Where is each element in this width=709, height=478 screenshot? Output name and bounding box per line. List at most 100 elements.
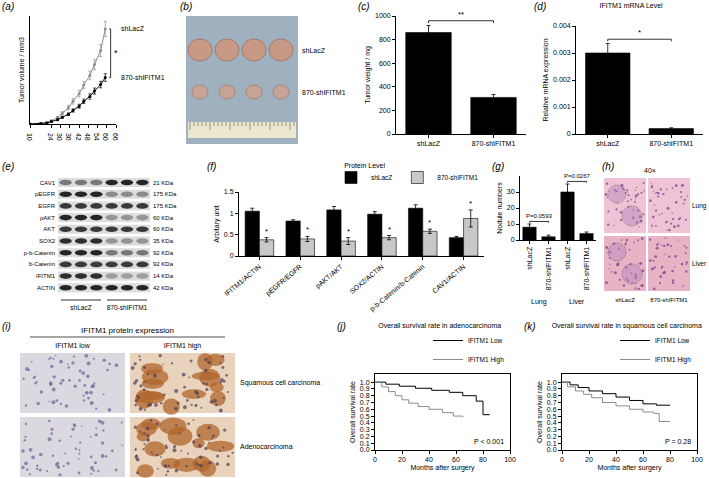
svg-text:0.9: 0.9: [360, 385, 370, 392]
svg-text:0.5: 0.5: [547, 413, 557, 420]
svg-text:shLacZ: shLacZ: [371, 174, 392, 181]
svg-text:870-shIFITM1: 870-shIFITM1: [107, 304, 148, 311]
svg-text:0.002: 0.002: [553, 76, 571, 83]
svg-text:0.2: 0.2: [547, 433, 557, 440]
svg-text:0.5: 0.5: [360, 413, 370, 420]
svg-text:0.1: 0.1: [547, 440, 557, 447]
svg-text:35 KDa: 35 KDa: [153, 238, 174, 244]
svg-text:*: *: [114, 48, 118, 58]
svg-text:0.004: 0.004: [553, 22, 571, 29]
svg-text:0.8: 0.8: [547, 392, 557, 399]
svg-text:870-shIFITM1: 870-shIFITM1: [583, 247, 590, 291]
svg-text:Adenocarcinoma: Adenocarcinoma: [240, 443, 293, 450]
svg-text:0.6: 0.6: [360, 406, 370, 413]
svg-text:870-shIFITM1: 870-shIFITM1: [650, 297, 688, 303]
svg-text:shLacZ: shLacZ: [564, 246, 571, 270]
svg-text:175 KDa: 175 KDa: [153, 191, 177, 197]
svg-text:0: 0: [373, 456, 377, 463]
svg-text:92 KDa: 92 KDa: [153, 261, 174, 267]
svg-text:P = 0.28: P = 0.28: [665, 438, 691, 445]
svg-text:800: 800: [379, 36, 391, 43]
svg-text:1: 1: [230, 210, 234, 217]
svg-text:0.8: 0.8: [360, 392, 370, 399]
svg-text:0.3: 0.3: [547, 426, 557, 433]
svg-text:Overall survival rate in adeno: Overall survival rate in adenocarcinoma: [378, 322, 501, 329]
svg-text:pEGFR/EGFR: pEGFR/EGFR: [264, 263, 303, 298]
svg-text:shLacZ: shLacZ: [302, 47, 326, 54]
svg-text:shLacZ: shLacZ: [70, 304, 91, 311]
svg-text:36: 36: [65, 133, 72, 141]
svg-text:Overall survival rate: Overall survival rate: [349, 381, 356, 443]
svg-text:80: 80: [479, 456, 487, 463]
svg-text:60: 60: [639, 456, 647, 463]
svg-text:20: 20: [398, 456, 406, 463]
svg-text:IFITM1 Low: IFITM1 Low: [468, 337, 503, 344]
svg-text:IFITM1/ACTIN: IFITM1/ACTIN: [223, 263, 262, 297]
svg-text:40: 40: [425, 456, 433, 463]
svg-text:0.5: 0.5: [224, 231, 234, 238]
svg-text:0.3: 0.3: [360, 426, 370, 433]
svg-text:shLacZ: shLacZ: [121, 25, 145, 32]
svg-text:1.0: 1.0: [360, 379, 370, 386]
svg-text:b-Catenin: b-Catenin: [29, 261, 55, 267]
svg-text:100: 100: [691, 456, 703, 463]
svg-text:870-shIFITM1: 870-shIFITM1: [121, 74, 165, 81]
svg-text:EGFR: EGFR: [38, 203, 55, 209]
svg-text:Liver: Liver: [692, 260, 707, 267]
svg-text:66: 66: [112, 133, 119, 141]
svg-text:*: *: [469, 199, 472, 208]
svg-text:shLacZ: shLacZ: [596, 140, 620, 147]
svg-text:870-shIFITM1: 870-shIFITM1: [302, 89, 346, 96]
svg-text:IFITM1 High: IFITM1 High: [655, 356, 691, 364]
svg-text:1.0: 1.0: [547, 379, 557, 386]
svg-text:0.7: 0.7: [360, 399, 370, 406]
svg-text:p-b-Catenin/b-Catenin: p-b-Catenin/b-Catenin: [368, 263, 426, 313]
svg-text:0.7: 0.7: [547, 399, 557, 406]
svg-text:40×: 40×: [644, 167, 656, 174]
svg-text:0.0: 0.0: [547, 446, 557, 453]
svg-text:10: 10: [26, 133, 33, 141]
svg-text:870-shIFITM1: 870-shIFITM1: [472, 140, 516, 147]
svg-text:AKT: AKT: [43, 226, 55, 232]
svg-text:0.4: 0.4: [360, 419, 370, 426]
svg-text:Protein Level: Protein Level: [344, 162, 385, 169]
svg-text:92 KDa: 92 KDa: [153, 250, 174, 256]
svg-text:pAKT: pAKT: [40, 215, 55, 221]
svg-text:0.4: 0.4: [547, 419, 557, 426]
svg-text:0.1: 0.1: [360, 440, 370, 447]
svg-text:60 KDa: 60 KDa: [153, 215, 174, 221]
svg-text:1000: 1000: [375, 12, 391, 19]
svg-text:0.9: 0.9: [547, 385, 557, 392]
svg-text:14 KDa: 14 KDa: [153, 273, 174, 279]
svg-text:pAKT/AKT: pAKT/AKT: [314, 263, 345, 291]
svg-text:Nodule numbers: Nodule numbers: [496, 182, 503, 234]
svg-text:Overall survival rate: Overall survival rate: [536, 381, 543, 443]
svg-text:Liver: Liver: [569, 298, 585, 305]
svg-text:48: 48: [84, 133, 91, 141]
svg-text:1.5: 1.5: [224, 188, 234, 195]
svg-text:600: 600: [379, 60, 391, 67]
svg-text:42: 42: [75, 133, 82, 141]
svg-text:*: *: [428, 218, 431, 227]
svg-text:24: 24: [47, 133, 54, 141]
svg-text:0.003: 0.003: [553, 49, 571, 56]
svg-text:IFITM1: IFITM1: [36, 273, 56, 279]
svg-text:20: 20: [507, 204, 515, 211]
svg-text:shLacZ: shLacZ: [526, 246, 533, 270]
svg-text:Tumor volume / mm3: Tumor volume / mm3: [18, 37, 25, 103]
svg-text:Months after surgery: Months after surgery: [410, 464, 475, 472]
svg-text:60: 60: [452, 456, 460, 463]
svg-text:42 KDa: 42 KDa: [153, 285, 174, 291]
svg-text:870-shIFITM1: 870-shIFITM1: [545, 247, 552, 291]
svg-text:60: 60: [102, 133, 109, 141]
svg-text:200: 200: [379, 107, 391, 114]
svg-text:54: 54: [93, 133, 100, 141]
svg-text:pEGFR: pEGFR: [35, 191, 56, 197]
svg-text:shLacZ: shLacZ: [615, 297, 635, 303]
svg-text:870-shIFITM1: 870-shIFITM1: [437, 174, 478, 181]
svg-text:0.2: 0.2: [360, 433, 370, 440]
svg-text:IFITM1 high: IFITM1 high: [164, 342, 201, 350]
svg-text:SOX2/ACTIN: SOX2/ACTIN: [348, 263, 384, 295]
svg-text:p-b-Catenin: p-b-Catenin: [24, 250, 55, 256]
svg-text:400: 400: [379, 83, 391, 90]
